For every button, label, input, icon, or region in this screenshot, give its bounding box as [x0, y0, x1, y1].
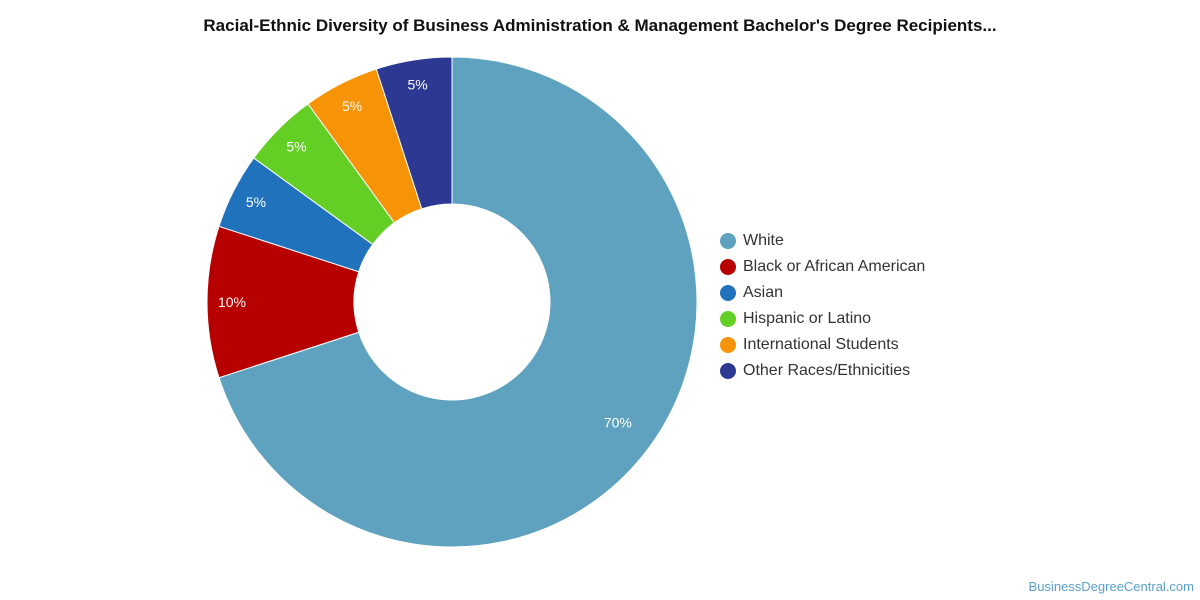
- chart-title: Racial-Ethnic Diversity of Business Admi…: [203, 16, 997, 35]
- donut-slice-white[interactable]: [218, 56, 698, 548]
- legend-swatch: [720, 337, 736, 353]
- legend-label: White: [743, 232, 784, 249]
- legend-swatch: [720, 311, 736, 327]
- legend-label: Black or African American: [743, 258, 926, 275]
- donut-slice-other-races-ethnicities[interactable]: [375, 56, 453, 210]
- legend-swatch: [720, 363, 736, 379]
- legend-label: Asian: [743, 284, 784, 301]
- legend-label: Hispanic or Latino: [743, 310, 872, 327]
- slice-label-asian: 5%: [246, 194, 266, 210]
- legend-item-black-or-african-american[interactable]: Black or African American: [720, 254, 925, 280]
- slice-label-black-or-african-american: 10%: [218, 294, 246, 310]
- donut-slice-labels: 70% 10% 5% 5% 5% 5%: [218, 77, 632, 431]
- legend-label: International Students: [743, 336, 899, 353]
- legend-item-white[interactable]: White: [720, 228, 925, 254]
- source-credit[interactable]: BusinessDegreeCentral.com: [1028, 579, 1194, 594]
- legend-item-international-students[interactable]: International Students: [720, 332, 925, 358]
- slice-label-other-races-ethnicities: 5%: [407, 77, 427, 93]
- legend-swatch: [720, 259, 736, 275]
- legend-item-other-races-ethnicities[interactable]: Other Races/Ethnicities: [720, 358, 925, 384]
- donut-slices: [206, 56, 698, 548]
- legend-swatch: [720, 285, 736, 301]
- slice-label-hispanic-or-latino: 5%: [286, 138, 306, 154]
- chart-legend: White Black or African American Asian Hispa…: [720, 228, 925, 384]
- legend-item-asian[interactable]: Asian: [720, 280, 925, 306]
- legend-swatch: [720, 233, 736, 249]
- legend-item-hispanic-or-latino[interactable]: Hispanic or Latino: [720, 306, 925, 332]
- slice-label-international-students: 5%: [342, 98, 362, 114]
- slice-label-white: 70%: [604, 414, 632, 430]
- legend-label: Other Races/Ethnicities: [743, 362, 911, 379]
